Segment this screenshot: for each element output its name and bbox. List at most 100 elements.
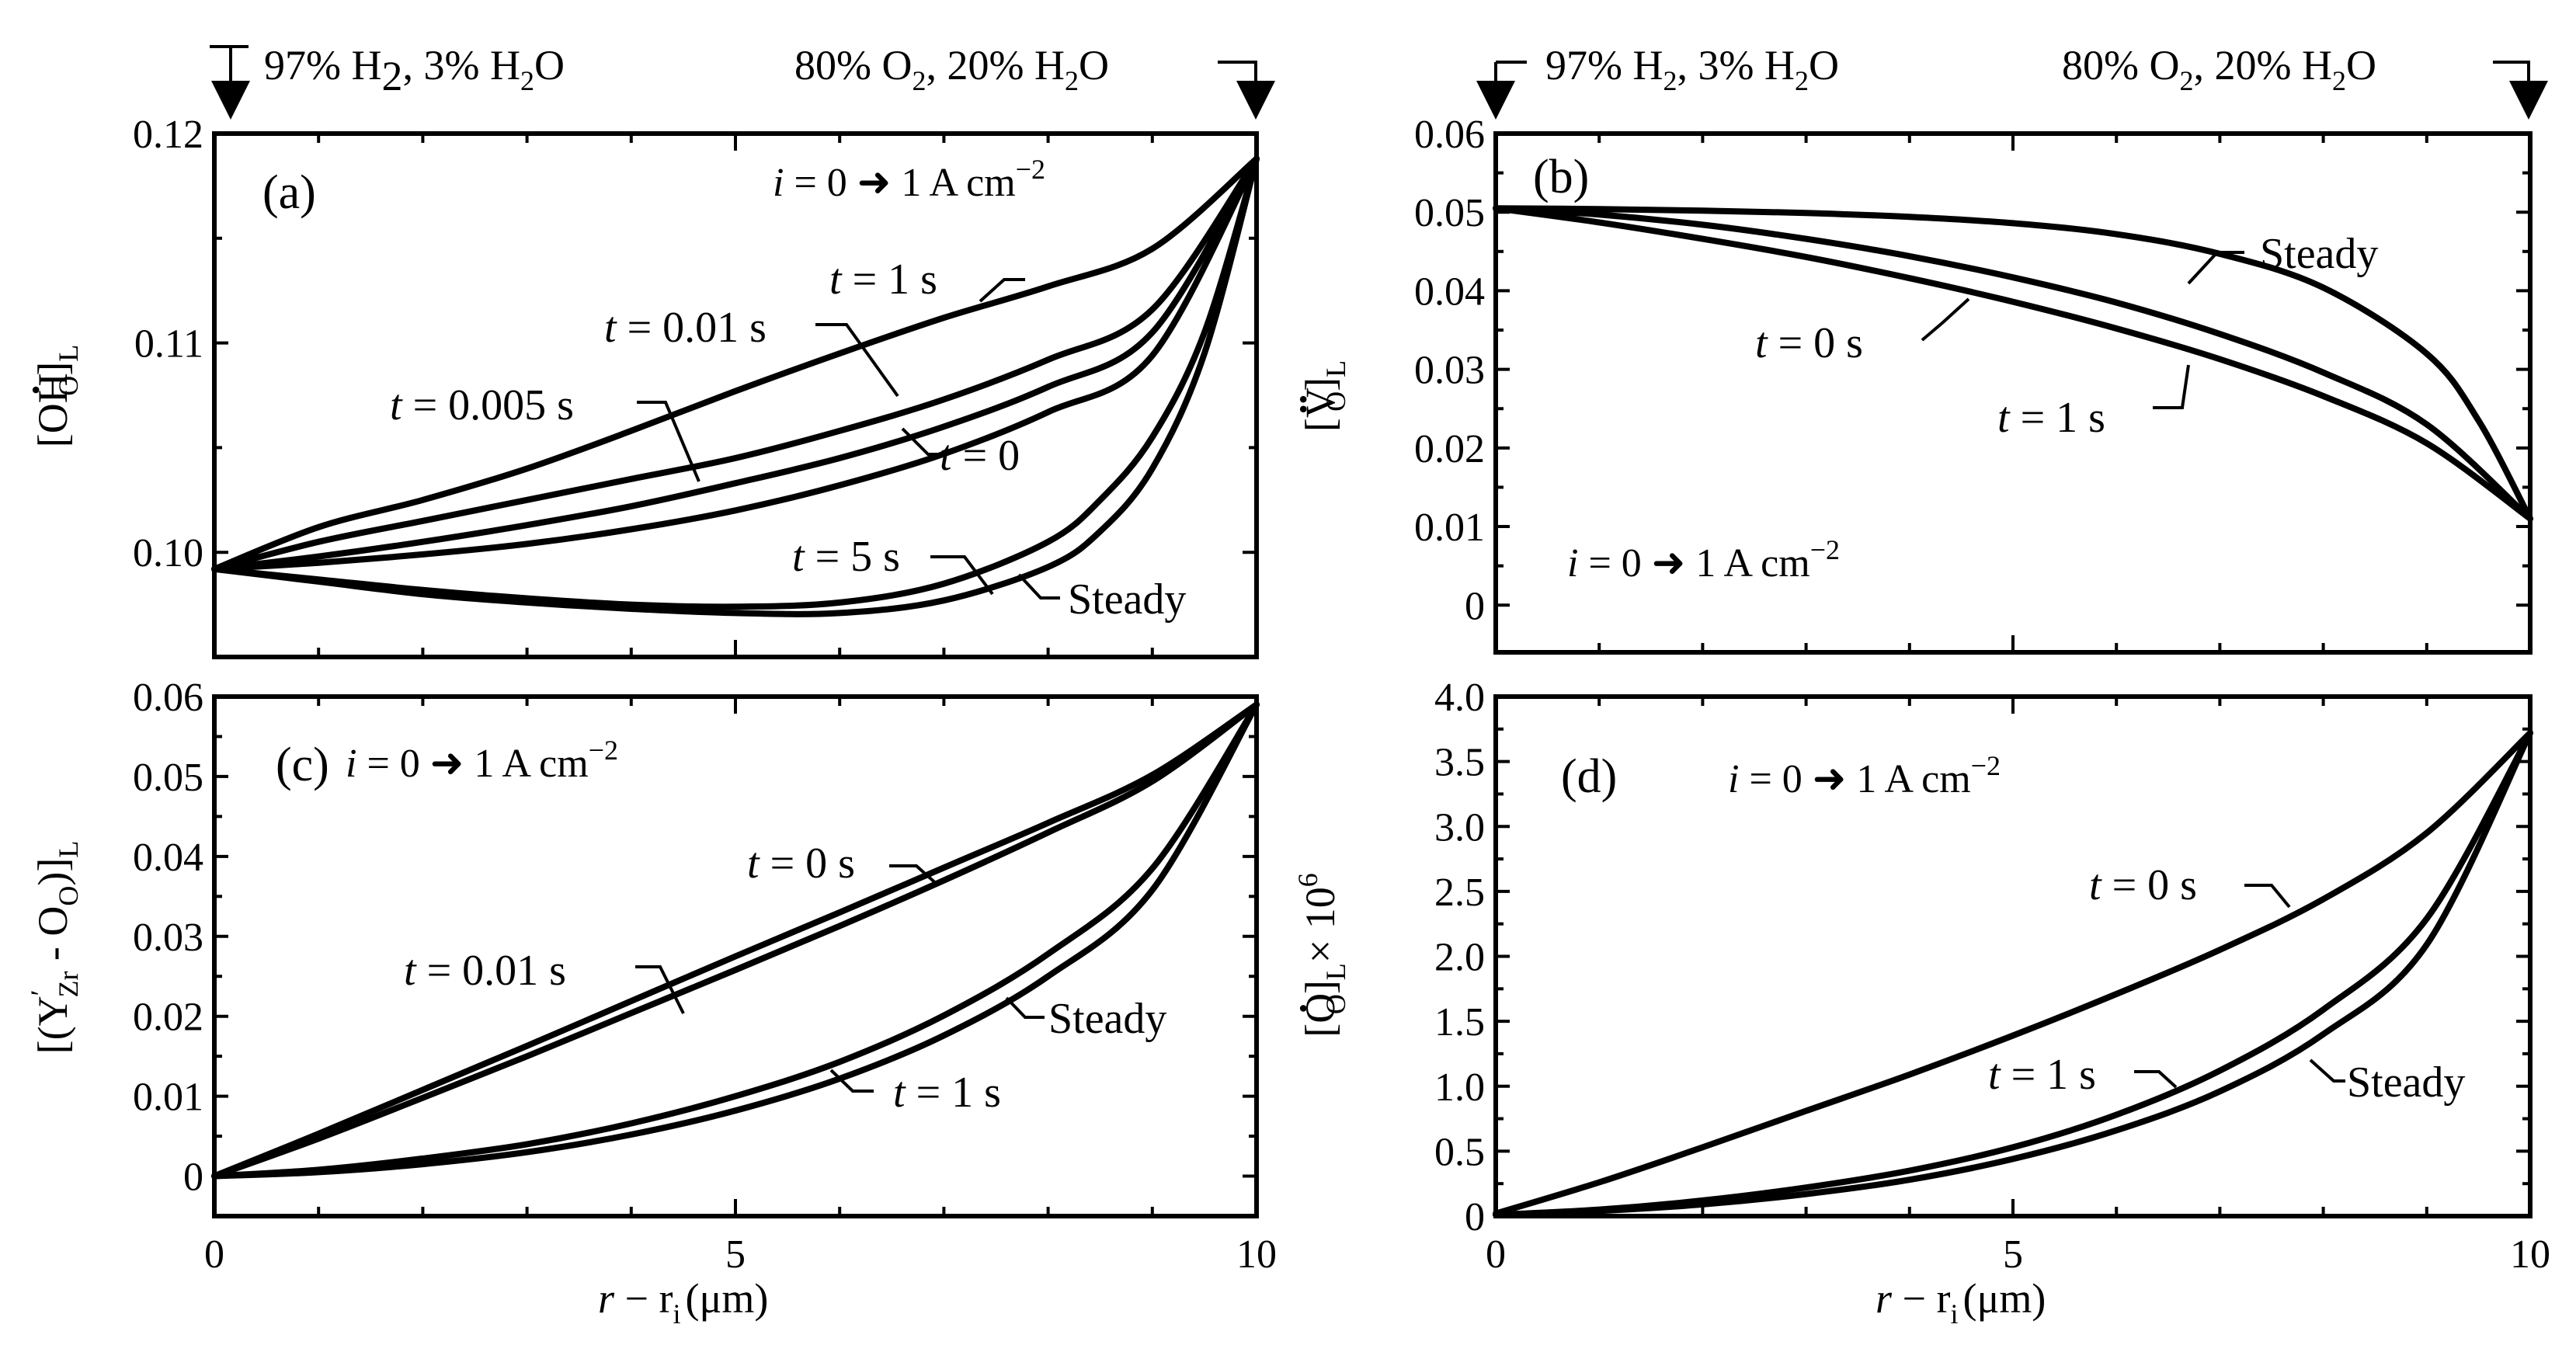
- y-tick-label: 0.12: [133, 113, 203, 157]
- panel-b-ylabel: [V••O]L: [1288, 360, 1351, 432]
- y-tick-label: 0.04: [133, 836, 203, 880]
- panel-b-curve-label-t1: t = 1 s: [1997, 364, 2190, 442]
- panel-b-series-2: [1493, 205, 2533, 522]
- svg-text:t = 0.01 s: t = 0.01 s: [604, 304, 767, 352]
- header-right-gas: 80% O2, 20% H2O: [794, 42, 1275, 120]
- panel-d-xlabel: r − ri (μm): [1876, 1275, 2046, 1329]
- svg-text:t = 1 s: t = 1 s: [893, 1069, 1001, 1117]
- y-tick-label: 0.10: [133, 531, 203, 575]
- panel-a-series-1: [211, 155, 1260, 572]
- panel-a-y-ticks: 0.10 0.11 0.12: [133, 113, 1257, 575]
- svg-text:Steady: Steady: [2347, 1058, 2465, 1107]
- y-tick-label: 0.04: [1414, 269, 1485, 314]
- y-tick-label: 0.02: [1414, 427, 1485, 471]
- panel-c-curve-label-t1: t = 1 s: [829, 1069, 1001, 1117]
- svg-text:Steady: Steady: [2260, 230, 2378, 278]
- y-tick-label: 0.05: [133, 756, 203, 800]
- panel-a-curve-label-t0: t = 0: [901, 427, 1020, 480]
- panel-d-frame: [1493, 694, 2533, 1218]
- svg-text:t = 1 s: t = 1 s: [1988, 1051, 2096, 1099]
- y-tick-label: 0: [1465, 1195, 1485, 1239]
- panel-a-curve-label-t1: t = 1 s: [829, 255, 1025, 304]
- header-left-text: 97% H2, 3% H2O: [264, 42, 565, 99]
- panel-b-y-ticks: 0 0.01 0.02 0.03 0.04 0.05 0.06: [1414, 113, 2530, 628]
- panel-d-curve-label-t0: t = 0 s: [2089, 861, 2291, 909]
- panel-b-condition: i = 0 ➜ 1 A cm−2: [1567, 534, 1840, 586]
- y-tick-label: 2.5: [1434, 871, 1485, 915]
- panel-a-curve-label-t001: t = 0.01 s: [604, 304, 899, 398]
- panel-d: 0 0.5 1.0 1.5 2.0 2.5 3.0 3.5 4.0 0 5 10 (d) i = 0…: [1288, 676, 2550, 1277]
- svg-text:t = 1 s: t = 1 s: [1997, 394, 2105, 442]
- x-tick-label: 10: [2510, 1232, 2550, 1277]
- panel-c-y-ticks: 0 0.01 0.02 0.03 0.04 0.05 0.06: [133, 676, 1257, 1200]
- panel-a-curve-label-t5: t = 5 s: [792, 533, 994, 596]
- panel-a-curve-label-steady: Steady: [1017, 573, 1186, 624]
- y-tick-label: 0: [1465, 584, 1485, 628]
- y-tick-label: 0.03: [1414, 349, 1485, 393]
- panel-a-series-5: [211, 155, 1260, 617]
- svg-text:Steady: Steady: [1068, 575, 1186, 624]
- y-tick-label: 0.01: [1414, 506, 1485, 550]
- y-tick-label: 0.06: [1414, 113, 1485, 157]
- panel-c-series-3: [211, 701, 1260, 1180]
- panel-d-ylabel: [O•O]L× 106: [1288, 873, 1351, 1037]
- panel-b: 0 0.01 0.02 0.03 0.04 0.05 0.06 (b) i = 0 ➜ 1 …: [1288, 113, 2533, 655]
- panel-a-series-4: [211, 155, 1260, 610]
- panel-c-ylabel: [(Y′Zr - OO)]L: [25, 841, 84, 1055]
- panel-c-x-ticks: 0 5 10: [204, 697, 1277, 1277]
- header-left-text-b: 97% H2, 3% H2O: [1545, 42, 1839, 96]
- panel-d-label: (d): [1561, 750, 1617, 803]
- panel-c-series-2: [211, 701, 1260, 1180]
- panel-c-series-0: [211, 701, 1260, 1180]
- header-right-text: 80% O2, 20% H2O: [794, 42, 1109, 96]
- x-tick-label: 10: [1236, 1232, 1277, 1277]
- svg-text:t = 0.01 s: t = 0.01 s: [404, 947, 566, 995]
- y-tick-label: 0.11: [134, 322, 203, 367]
- panel-d-series-2: [1493, 729, 2533, 1218]
- panel-c: 0 0.01 0.02 0.03 0.04 0.05 0.06 0 5 10 (c) i = 0…: [25, 676, 1277, 1277]
- header-right-gas-b: 80% O2, 20% H2O: [2062, 42, 2548, 120]
- svg-text:t = 0.005 s: t = 0.005 s: [390, 381, 574, 429]
- panel-d-curve-label-t1: t = 1 s: [1988, 1051, 2178, 1099]
- panel-d-y-ticks: 0 0.5 1.0 1.5 2.0 2.5 3.0 3.5 4.0: [1434, 676, 2530, 1239]
- panel-b-series-1: [1493, 205, 2533, 522]
- panel-d-x-ticks: 0 5 10: [1486, 697, 2550, 1277]
- svg-text:Steady: Steady: [1048, 995, 1166, 1043]
- panel-a-series-2: [211, 155, 1260, 572]
- panel-c-condition: i = 0 ➜ 1 A cm−2: [346, 735, 618, 786]
- panel-c-series-1: [211, 701, 1260, 1180]
- header-left-gas: 97% H2, 3% H2O: [210, 42, 565, 120]
- y-tick-label: 4.0: [1434, 676, 1485, 720]
- panel-d-series-1: [1493, 729, 2533, 1218]
- x-tick-label: 0: [1486, 1232, 1506, 1277]
- panel-c-label: (c): [276, 739, 329, 791]
- y-tick-label: 0: [183, 1156, 203, 1200]
- panel-b-x-ticks: [1597, 134, 2428, 652]
- panel-d-curve-label-steady: Steady: [2309, 1058, 2465, 1107]
- panel-c-curve-label-steady: Steady: [1005, 995, 1166, 1043]
- svg-text:t = 0: t = 0: [940, 432, 1020, 480]
- panel-c-curve-label-t0: t = 0 s: [747, 839, 940, 888]
- panel-a-x-ticks: [317, 134, 1154, 657]
- panel-c-curves: [211, 701, 1260, 1180]
- y-tick-label: 0.06: [133, 676, 203, 720]
- panel-a-condition: i = 0 ➜ 1 A cm−2: [773, 154, 1045, 205]
- svg-text:t = 0 s: t = 0 s: [2089, 861, 2197, 909]
- y-tick-label: 3.0: [1434, 805, 1485, 850]
- panel-c-curve-label-t001: t = 0.01 s: [404, 947, 685, 1014]
- svg-text:t = 0 s: t = 0 s: [1755, 319, 1863, 367]
- panel-b-curves: [1493, 205, 2533, 522]
- x-tick-label: 5: [725, 1232, 746, 1277]
- panel-a-series-0: [211, 155, 1260, 572]
- x-tick-label: 0: [204, 1232, 224, 1277]
- panel-d-condition: i = 0 ➜ 1 A cm−2: [1728, 750, 2001, 801]
- panel-b-series-0: [1493, 205, 2533, 522]
- svg-text:t = 0 s: t = 0 s: [747, 839, 855, 888]
- panel-a-curves: [211, 155, 1260, 617]
- panel-a-curve-label-t0005: t = 0.005 s: [390, 381, 700, 482]
- svg-text:t = 5 s: t = 5 s: [792, 533, 900, 581]
- header-right-text-b: 80% O2, 20% H2O: [2062, 42, 2376, 96]
- panel-a-label: (a): [262, 166, 316, 219]
- y-tick-label: 0.01: [133, 1076, 203, 1120]
